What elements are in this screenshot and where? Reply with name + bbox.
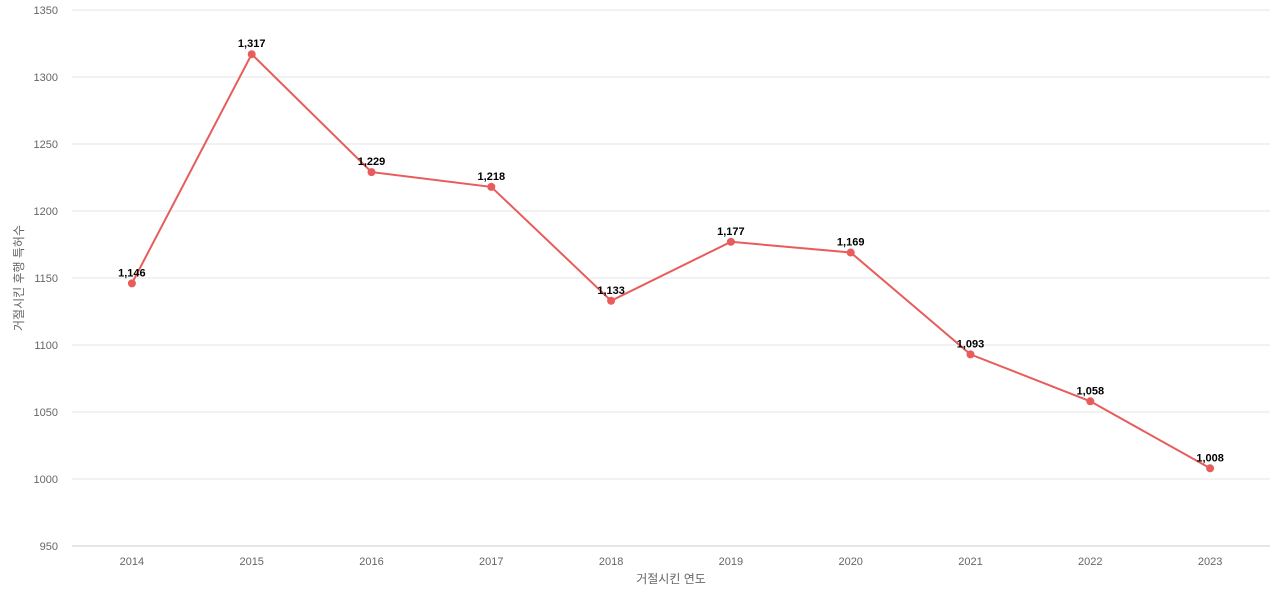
data-point	[607, 296, 616, 305]
data-labels: 1,146 1,317 1,229 1,218 1,133 1,177 1,169 1,093…	[118, 38, 1224, 464]
x-tick-label: 2014	[120, 556, 144, 568]
x-tick-label: 2020	[838, 556, 862, 568]
data-label: 1,146	[118, 267, 146, 279]
y-tick-label: 1000	[34, 474, 58, 486]
data-points	[127, 50, 1215, 473]
y-axis-label: 거절시킨 후행 특허수	[11, 225, 26, 331]
x-tick-label: 2019	[719, 556, 743, 568]
x-tick-label: 2021	[958, 556, 982, 568]
data-label: 1,093	[957, 338, 985, 350]
y-tick-label: 1300	[34, 72, 58, 84]
data-label: 1,317	[238, 38, 266, 50]
x-tick-label: 2022	[1078, 556, 1102, 568]
data-point	[1086, 397, 1095, 406]
x-tick-label: 2015	[239, 556, 263, 568]
data-point	[127, 279, 136, 288]
y-axis-ticks: 950 1000 1050 1100 1150 1200 1250 1300 1350	[34, 5, 58, 553]
data-label: 1,133	[597, 285, 625, 297]
data-label: 1,177	[717, 226, 745, 238]
y-tick-label: 1150	[34, 273, 58, 285]
y-tick-label: 950	[40, 541, 58, 553]
data-point	[247, 50, 256, 59]
data-point	[1206, 464, 1215, 473]
y-tick-label: 1350	[34, 5, 58, 17]
x-tick-label: 2023	[1198, 556, 1222, 568]
y-tick-label: 1100	[34, 340, 58, 352]
data-point	[487, 182, 496, 191]
x-axis-label: 거절시킨 연도	[636, 572, 706, 586]
y-tick-label: 1200	[34, 206, 58, 218]
data-label: 1,008	[1196, 452, 1224, 464]
data-label: 1,229	[358, 156, 386, 168]
x-axis-ticks: 2014 2015 2016 2017 2018 2019 2020 2021 2022 2023	[120, 556, 1223, 568]
grid-lines	[72, 9, 1270, 480]
series-line	[131, 52, 1211, 470]
x-tick-label: 2017	[479, 556, 503, 568]
y-tick-label: 1050	[34, 407, 58, 419]
data-label: 1,058	[1077, 385, 1105, 397]
data-point	[726, 237, 735, 246]
x-tick-label: 2018	[599, 556, 623, 568]
y-tick-label: 1250	[34, 139, 58, 151]
data-label: 1,218	[478, 171, 506, 183]
data-point	[846, 248, 855, 257]
data-point	[367, 168, 376, 177]
x-tick-label: 2016	[359, 556, 383, 568]
data-label: 1,169	[837, 237, 865, 249]
data-point	[966, 350, 975, 359]
